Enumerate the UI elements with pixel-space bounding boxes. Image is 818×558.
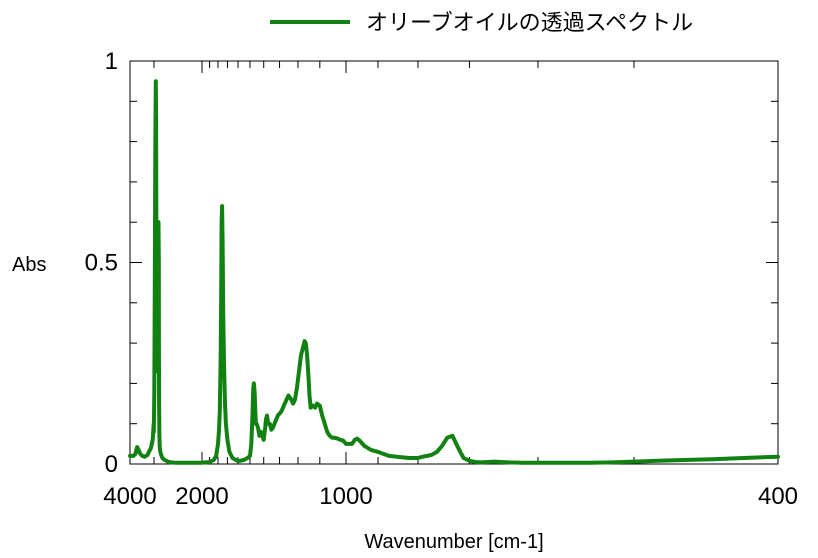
y-tick-label: 0.5 [85,250,118,277]
x-tick-label: 2000 [175,483,228,510]
plot-frame [129,60,779,465]
y-tick-label: 1 [105,48,118,75]
legend-label: オリーブオイルの透過スペクトル [366,11,693,36]
spectrum-series-line [128,79,780,465]
x-axis-tick-labels: 4000 2000 1000 400 [103,483,798,510]
y-axis-tick-labels: 00.51 [85,48,118,478]
y-axis-ticks [130,60,778,465]
x-tick-label: 4000 [103,483,156,510]
x-tick-label: 400 [758,483,798,510]
y-axis-label: Abs [12,254,46,276]
y-tick-label: 0 [105,451,118,478]
legend: オリーブオイルの透過スペクトル [270,11,693,36]
x-tick-label: 1000 [319,483,372,510]
x-axis-label: Wavenumber [cm-1] [364,531,543,553]
